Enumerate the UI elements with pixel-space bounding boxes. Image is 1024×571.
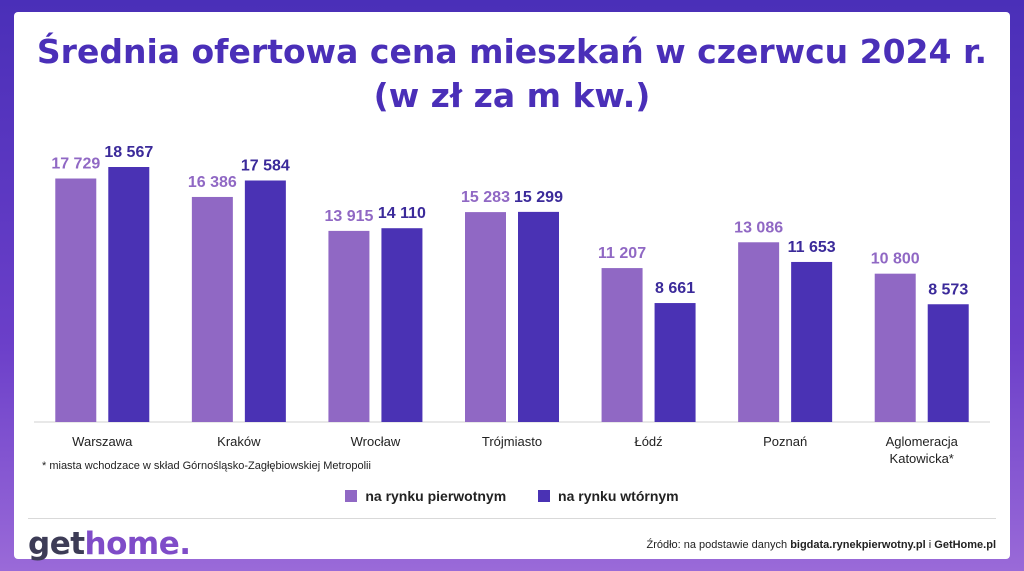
bar-primary-4 [601, 268, 643, 422]
bar-primary-1 [191, 196, 233, 422]
bar-secondary-5 [791, 261, 833, 422]
source-site-bigdata[interactable]: bigdata.rynekpierwotny.pl [790, 539, 926, 551]
gethome-logo: gethome. [28, 526, 191, 562]
legend: na rynku pierwotnym na rynku wtórnym [14, 488, 1010, 505]
bar-primary-2 [328, 230, 370, 422]
category-label-5: Poznań [763, 434, 807, 449]
legend-swatch-secondary [538, 490, 551, 502]
chart-title: Średnia ofertowa cena mieszkań w czerwcu… [36, 32, 988, 71]
source-connector: i [928, 539, 932, 551]
bar-secondary-4 [654, 303, 696, 422]
source-site-gethome[interactable]: GetHome.pl [934, 539, 996, 551]
bar-secondary-3 [518, 211, 559, 422]
data-label-secondary-6: 8 573 [928, 281, 968, 298]
logo-part-get: get [28, 526, 85, 562]
data-label-secondary-3: 15 299 [514, 189, 563, 206]
data-label-primary-6: 10 800 [871, 251, 920, 268]
bar-secondary-2 [381, 228, 423, 422]
data-label-primary-4: 11 207 [598, 245, 646, 262]
logo-part-home: home. [84, 526, 191, 562]
data-label-primary-1: 16 386 [188, 174, 237, 191]
legend-item-primary: na rynku pierwotnym [345, 488, 506, 504]
bar-secondary-1 [244, 180, 286, 422]
category-label-6-line1: Katowicka* [890, 451, 954, 466]
bar-primary-6 [874, 273, 916, 422]
data-label-primary-3: 15 283 [461, 189, 510, 206]
category-label-4: Łódź [634, 434, 662, 449]
chart-subtitle: (w zł za m kw.) [373, 76, 651, 115]
category-label-0: Warszawa [72, 434, 133, 449]
category-label-6-line0: Aglomeracja [886, 434, 959, 449]
bar-secondary-6 [927, 304, 969, 422]
data-label-primary-0: 17 729 [51, 156, 100, 173]
data-label-secondary-2: 14 110 [378, 205, 426, 222]
bar-primary-0 [55, 178, 97, 422]
footer-divider [28, 518, 996, 519]
source-prefix: Źródło: na podstawie danych [646, 539, 788, 551]
bar-primary-5 [738, 242, 780, 422]
chart-card: Średnia ofertowa cena mieszkań w czerwcu… [14, 12, 1010, 562]
data-label-primary-2: 13 915 [324, 208, 373, 225]
bar-primary-3 [465, 212, 506, 422]
data-label-secondary-1: 17 584 [241, 158, 290, 175]
category-label-2: Wrocław [351, 434, 401, 449]
data-label-primary-5: 13 086 [734, 219, 783, 236]
data-label-secondary-0: 18 567 [104, 144, 153, 161]
category-label-3: Trójmiasto [482, 434, 542, 449]
bar-secondary-0 [108, 167, 150, 422]
footnote: * miasta wchodzace w skład Górnośląsko-Z… [42, 460, 371, 472]
legend-swatch-primary [345, 490, 358, 502]
legend-item-secondary: na rynku wtórnym [538, 488, 679, 504]
data-label-secondary-5: 11 653 [788, 239, 836, 256]
data-label-secondary-4: 8 661 [655, 280, 695, 297]
legend-label-primary: na rynku pierwotnym [365, 488, 507, 504]
source-note: Źródło: na podstawie danych bigdata.ryne… [646, 539, 996, 551]
legend-label-secondary: na rynku wtórnym [558, 488, 679, 504]
category-label-1: Kraków [217, 434, 261, 449]
